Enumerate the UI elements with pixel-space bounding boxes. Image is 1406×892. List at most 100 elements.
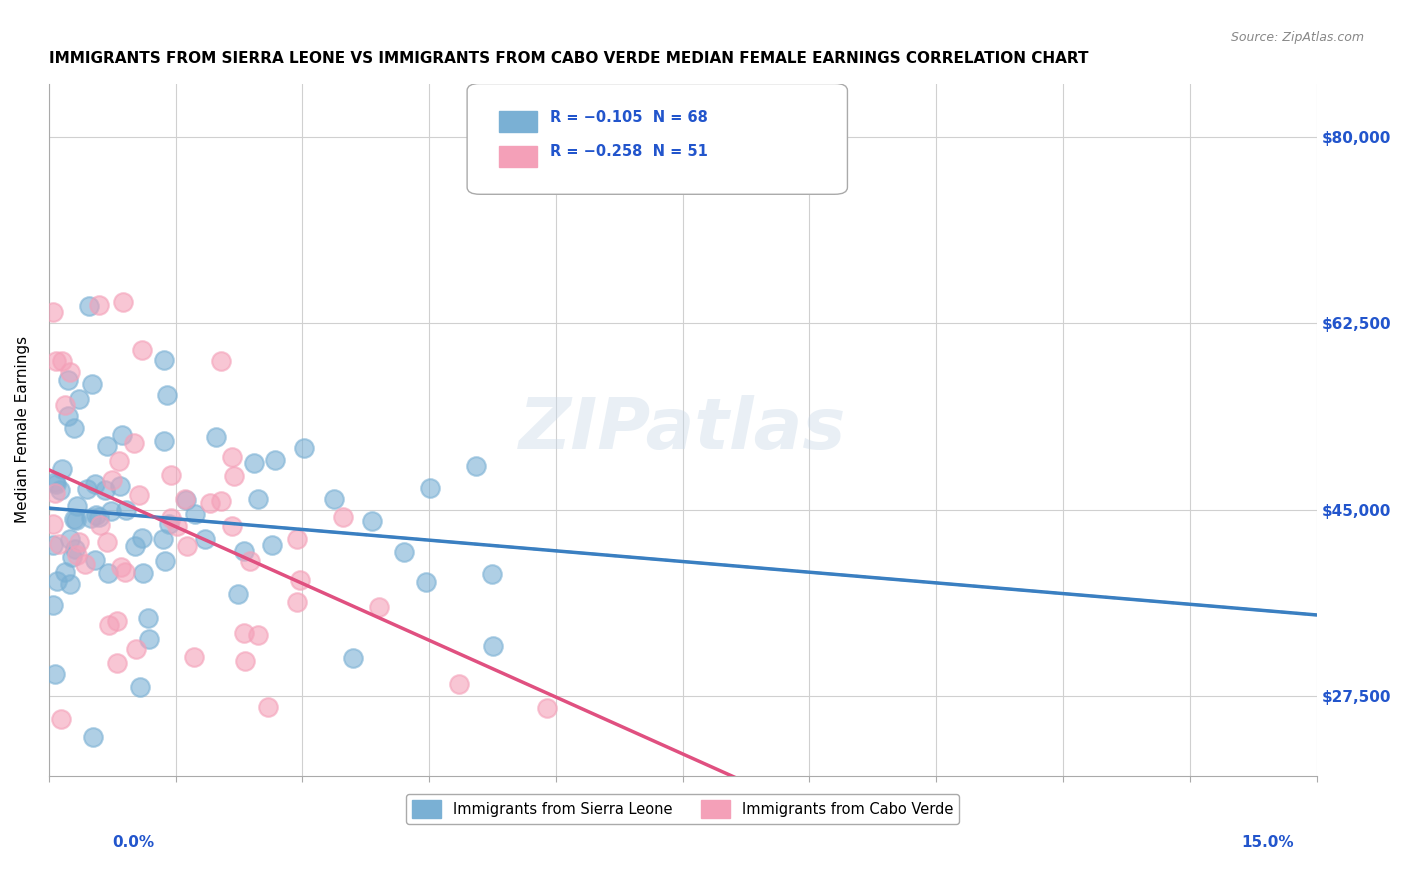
Point (44, 667, 66, 681)
Point (131, 343, 153, 357)
Point (160, 511, 183, 525)
Point (285, 595, 308, 609)
Point (166, 519, 188, 533)
Point (221, 450, 243, 464)
Point (96, 534, 118, 549)
Point (56, 373, 79, 387)
Bar (499, 145, 537, 167)
Point (42, 599, 65, 613)
Point (160, 468, 183, 483)
Point (51, 353, 73, 368)
Point (63, 512, 86, 526)
Point (176, 539, 198, 553)
Point (368, 599, 391, 614)
Point (132, 566, 155, 581)
Point (76, 482, 98, 496)
Point (82, 730, 104, 744)
Point (67, 392, 90, 406)
Point (247, 492, 270, 507)
Point (105, 614, 128, 628)
Point (42, 516, 65, 531)
Point (66, 499, 89, 513)
Point (65, 513, 87, 527)
Point (44, 485, 66, 500)
Point (173, 491, 195, 506)
Point (233, 626, 256, 640)
Point (138, 632, 160, 646)
Point (87, 510, 110, 524)
Point (153, 353, 176, 368)
Point (53, 565, 76, 579)
Point (53, 398, 76, 412)
Text: R = −0.258  N = 51: R = −0.258 N = 51 (550, 145, 707, 159)
Point (183, 650, 205, 665)
Point (56, 409, 79, 423)
Point (129, 680, 152, 694)
Point (42, 304, 65, 318)
Point (194, 532, 217, 546)
Point (105, 657, 128, 671)
Point (262, 538, 284, 552)
Point (419, 482, 441, 496)
Point (84, 508, 107, 522)
Point (73, 557, 96, 571)
Point (361, 514, 384, 528)
Text: 15.0%: 15.0% (1241, 836, 1294, 850)
Text: R = −0.105  N = 68: R = −0.105 N = 68 (550, 110, 707, 125)
Point (98, 618, 121, 632)
Text: 0.0%: 0.0% (112, 836, 155, 850)
Point (93, 483, 115, 497)
Point (114, 566, 136, 580)
Point (136, 611, 159, 625)
Point (44, 475, 66, 489)
Point (83, 553, 105, 567)
Point (67, 535, 90, 549)
Bar (499, 112, 537, 132)
Point (481, 566, 503, 581)
Point (152, 532, 174, 546)
Point (100, 504, 122, 518)
Point (48, 536, 70, 550)
Point (536, 701, 558, 715)
Point (97, 566, 120, 581)
Point (125, 642, 148, 657)
Point (232, 544, 254, 558)
Point (82, 377, 104, 392)
Point (221, 519, 243, 533)
Point (101, 473, 124, 487)
Point (59, 365, 82, 379)
Point (394, 545, 416, 559)
Text: ZIPatlas: ZIPatlas (519, 395, 846, 464)
Point (51, 712, 73, 726)
Point (79, 510, 101, 524)
Point (59, 533, 82, 547)
Y-axis label: Median Female Earnings: Median Female Earnings (15, 336, 30, 524)
Point (233, 654, 256, 668)
Point (243, 456, 266, 470)
Point (46, 574, 69, 588)
Point (66, 548, 89, 562)
Point (51, 462, 73, 476)
Point (45, 354, 67, 368)
Point (115, 503, 138, 517)
Point (204, 430, 226, 444)
Point (62, 550, 84, 565)
Point (42, 538, 65, 552)
Point (59, 577, 82, 591)
Point (131, 531, 153, 545)
Point (128, 488, 150, 502)
Point (482, 640, 505, 654)
Point (110, 560, 132, 574)
Point (111, 428, 134, 442)
Point (77, 299, 100, 313)
Point (156, 388, 179, 402)
Point (87, 298, 110, 312)
Point (176, 492, 198, 507)
Point (153, 434, 176, 449)
Point (342, 651, 364, 665)
Point (157, 516, 180, 531)
Legend: Immigrants from Sierra Leone, Immigrants from Cabo Verde: Immigrants from Sierra Leone, Immigrants… (406, 795, 959, 824)
Point (45, 477, 67, 491)
Text: Source: ZipAtlas.com: Source: ZipAtlas.com (1230, 31, 1364, 45)
Point (122, 436, 145, 450)
